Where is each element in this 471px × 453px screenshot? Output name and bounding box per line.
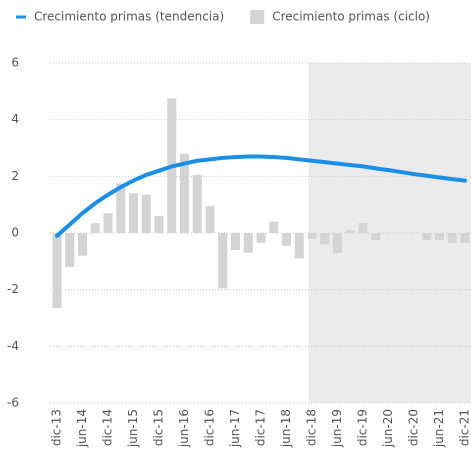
x-tick-label: jun-17 [228,409,242,448]
y-tick-label: -4 [7,339,19,353]
x-tick-label: dic-18 [305,409,319,446]
bar [435,233,444,241]
bar [447,233,457,243]
x-tick-label: dic-16 [203,409,217,446]
bar [218,233,228,289]
bar [52,233,62,309]
x-tick-label: dic-17 [254,409,268,446]
bar [294,233,304,259]
legend-label: Crecimiento primas (ciclo) [272,10,430,24]
bar [282,233,291,246]
bar [231,233,240,250]
bar [129,193,138,233]
bar [422,233,432,241]
legend-label: Crecimiento primas (tendencia) [34,10,224,24]
x-tick-label: dic-20 [407,409,421,446]
bar [154,216,164,233]
x-tick-label: jun-16 [177,409,191,448]
y-tick-label: 4 [11,112,19,126]
bar [116,183,126,233]
y-tick-label: -6 [7,396,19,410]
bar [371,233,381,241]
trend-line [55,154,467,238]
bar [358,223,368,233]
x-tick-label: jun-15 [126,409,140,448]
x-tick-label: jun-18 [279,409,293,448]
x-tick-label: jun-14 [75,409,89,448]
bar [103,213,113,233]
x-tick-label: jun-19 [330,409,344,448]
bar [307,233,317,239]
bar [345,230,355,233]
y-tick-label: 6 [11,56,19,70]
bar [205,206,215,233]
y-tick-label: 0 [11,226,19,240]
bar [180,153,189,233]
legend-swatch [250,10,265,24]
bar [243,233,253,253]
y-tick-label: -2 [7,282,19,296]
bar [78,233,87,256]
x-tick-label: dic-19 [356,409,370,446]
bar [333,233,342,253]
x-tick-label: dic-13 [50,409,64,446]
bar [320,233,330,245]
x-tick-label: dic-15 [152,409,166,446]
bar [256,233,266,243]
x-tick-label: jun-21 [432,409,446,448]
y-tick-label: 2 [11,169,19,183]
bar [460,233,470,243]
bar [269,221,279,233]
bar [192,174,202,233]
x-tick-label: dic-21 [458,409,471,446]
bar [141,194,151,233]
x-tick-label: jun-20 [381,409,395,448]
bar [65,233,75,267]
bar [90,223,100,233]
x-tick-label: dic-14 [101,409,115,446]
